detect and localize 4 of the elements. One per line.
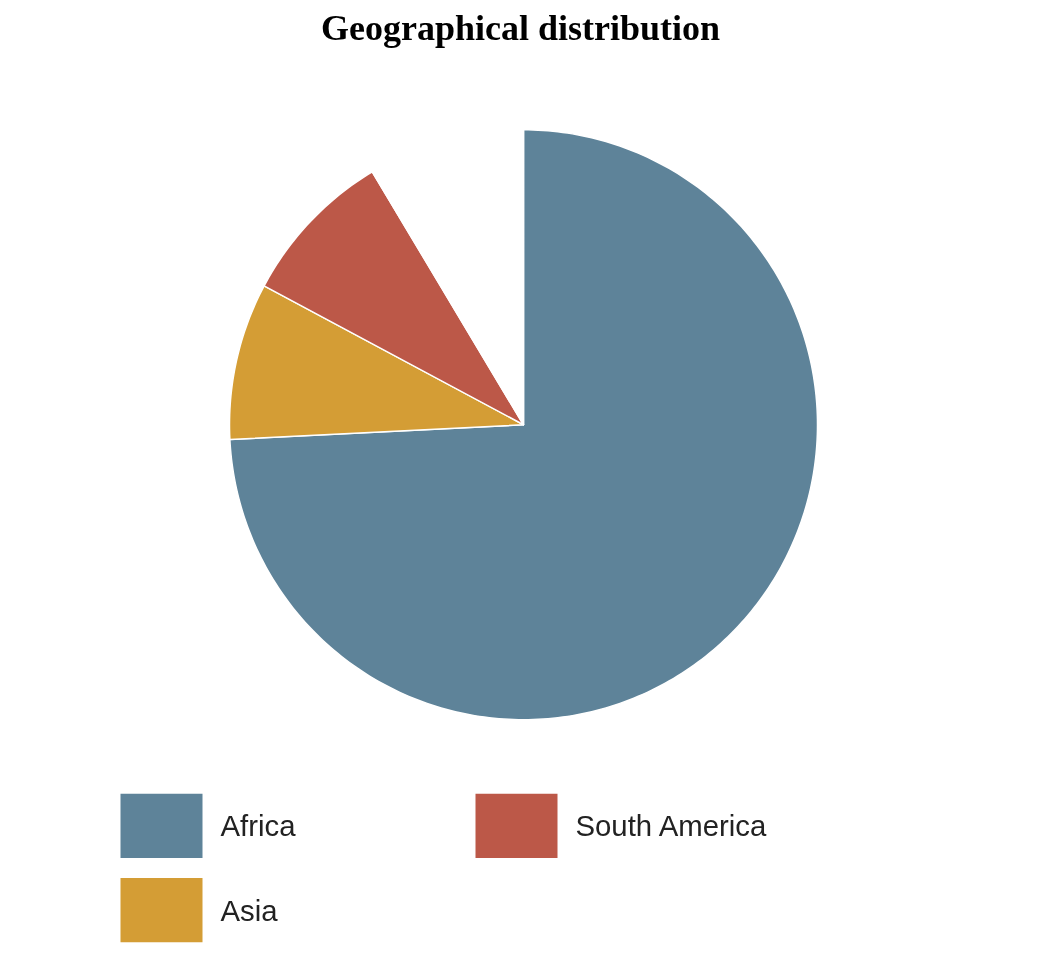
legend-label: South America xyxy=(575,809,767,843)
legend-label: Asia xyxy=(220,893,279,927)
chart-title: Geographical distribution xyxy=(320,7,721,48)
legend-label: Africa xyxy=(220,809,297,843)
